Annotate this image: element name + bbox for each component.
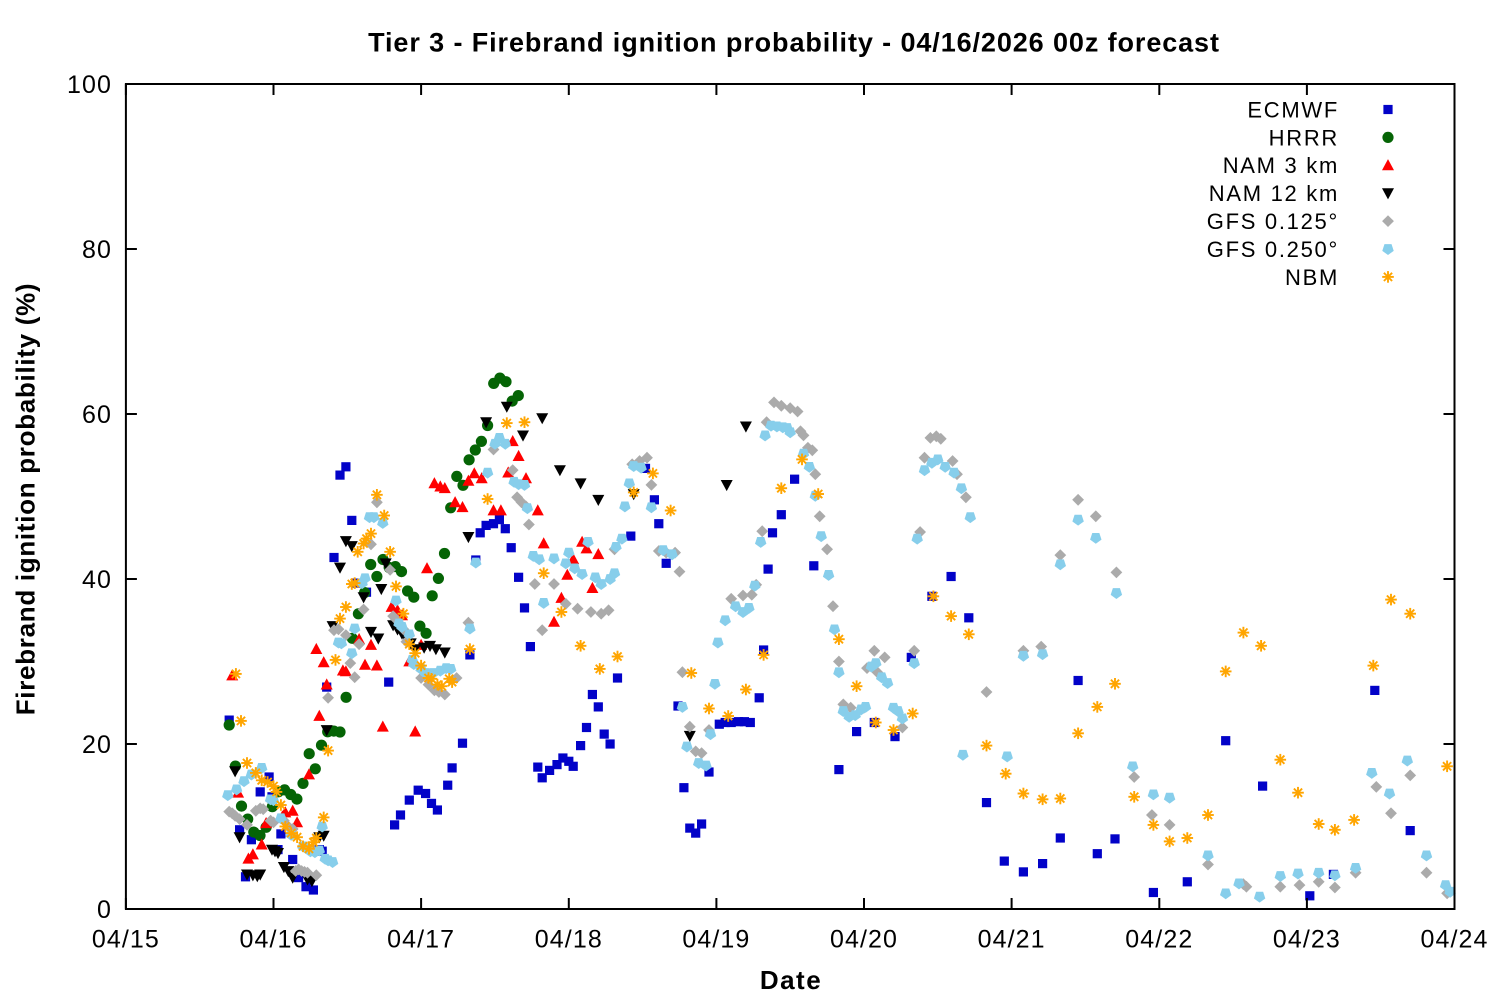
svg-text:04/17: 04/17	[387, 926, 455, 954]
svg-text:04/23: 04/23	[1273, 926, 1341, 954]
svg-text:04/16: 04/16	[239, 926, 307, 954]
svg-text:80: 80	[82, 236, 112, 264]
svg-text:04/21: 04/21	[978, 926, 1046, 954]
svg-text:04/19: 04/19	[682, 926, 750, 954]
svg-text:GFS 0.250°: GFS 0.250°	[1207, 237, 1339, 262]
svg-text:04/22: 04/22	[1125, 926, 1193, 954]
svg-text:40: 40	[82, 566, 112, 594]
svg-text:04/24: 04/24	[1420, 926, 1488, 954]
svg-text:100: 100	[67, 71, 112, 99]
svg-text:04/15: 04/15	[92, 926, 160, 954]
svg-text:Tier 3 - Firebrand ignition pr: Tier 3 - Firebrand ignition probability …	[368, 27, 1220, 57]
svg-text:NBM: NBM	[1285, 265, 1339, 290]
svg-text:60: 60	[82, 401, 112, 429]
svg-text:NAM 12 km: NAM 12 km	[1209, 181, 1339, 206]
svg-text:NAM 3 km: NAM 3 km	[1223, 153, 1339, 178]
svg-text:20: 20	[82, 731, 112, 759]
svg-text:GFS 0.125°: GFS 0.125°	[1207, 209, 1339, 234]
svg-text:04/18: 04/18	[535, 926, 603, 954]
svg-text:04/20: 04/20	[830, 926, 898, 954]
svg-text:ECMWF: ECMWF	[1247, 97, 1339, 122]
svg-text:Date: Date	[760, 965, 822, 995]
svg-text:0: 0	[97, 896, 112, 924]
svg-text:Firebrand ignition probability: Firebrand ignition probability (%)	[11, 283, 41, 716]
svg-text:HRRR: HRRR	[1269, 125, 1339, 150]
